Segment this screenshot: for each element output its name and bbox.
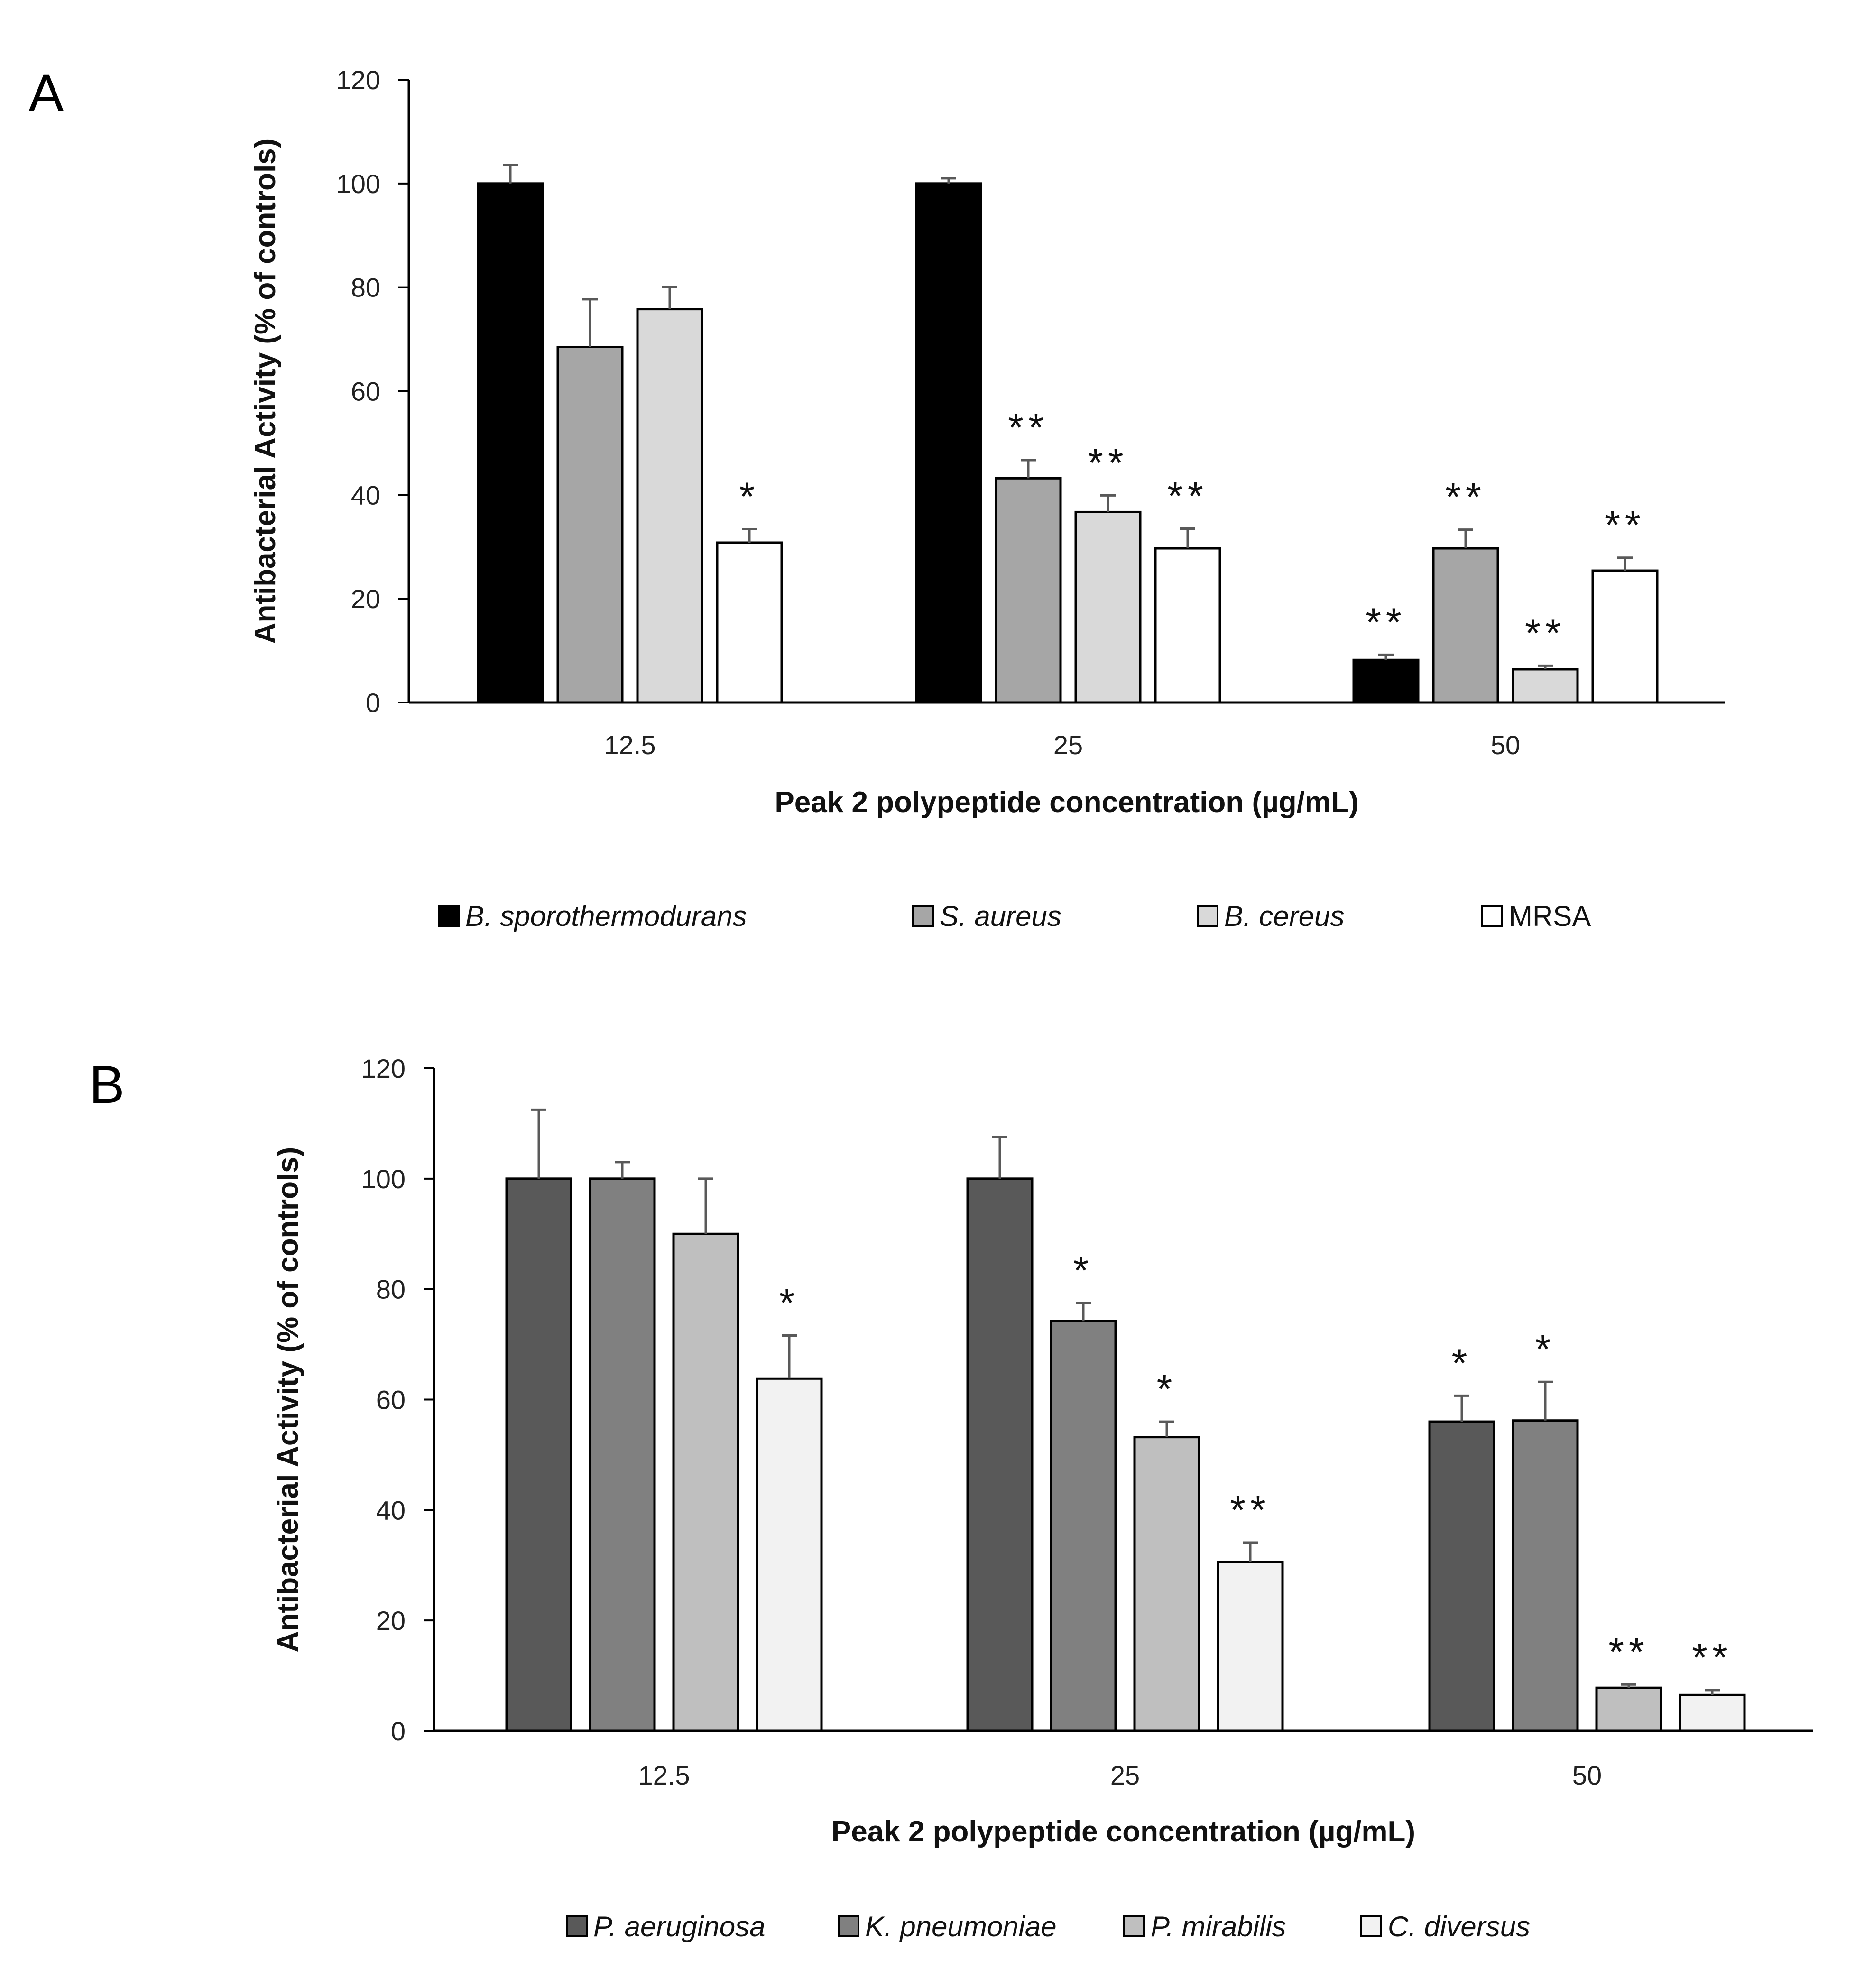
y-tick-label: 80 xyxy=(376,1275,406,1304)
significance-marker: ** xyxy=(1088,440,1128,485)
x-tick-label: 12.5 xyxy=(638,1760,690,1790)
y-tick-label: 120 xyxy=(361,1054,406,1083)
bar-b-s3-c1 xyxy=(1217,1561,1284,1732)
legend-label: B. sporothermodurans xyxy=(465,900,747,932)
legend-item: K. pneumoniae xyxy=(838,1911,1057,1942)
y-tick-label: 20 xyxy=(351,584,380,614)
legend-label: P. aeruginosa xyxy=(593,1911,766,1942)
x-tick-label: 50 xyxy=(1572,1760,1602,1790)
bar-a-s2-c0 xyxy=(636,308,703,704)
y-axis-title: Antibacterial Activity (% of controls) xyxy=(249,139,282,644)
bar-a-s2-c1 xyxy=(1074,510,1142,704)
y-axis-title: Antibacterial Activity (% of controls) xyxy=(272,1147,305,1653)
significance-marker: ** xyxy=(1366,600,1406,644)
x-axis-title: Peak 2 polypeptide concentration (µg/mL) xyxy=(775,786,1358,819)
legend: P. aeruginosa K. pneumoniae P. mirabilis C.… xyxy=(566,1911,1530,1942)
legend-item: S. aureus xyxy=(912,900,1061,932)
legend-item: MRSA xyxy=(1481,900,1591,932)
bar-a-s0-c0 xyxy=(477,182,544,704)
x-tick-label: 25 xyxy=(1053,730,1083,760)
chart-panel-a: A 0 20 40 60 80 100 120 Antibacterial Activity (… xyxy=(28,64,1725,932)
significance-marker: * xyxy=(1073,1248,1094,1293)
significance-marker: ** xyxy=(1605,503,1645,547)
legend-label: MRSA xyxy=(1509,900,1591,932)
bar-a-s0-c2 xyxy=(1352,658,1420,704)
y-tick-label: 0 xyxy=(366,688,380,718)
significance-marker: * xyxy=(1535,1327,1556,1371)
significance-marker: ** xyxy=(1608,1629,1649,1674)
bar-a-s1-c0 xyxy=(556,345,624,704)
bar-b-s1-c1 xyxy=(1050,1320,1117,1732)
x-tick-label: 25 xyxy=(1110,1760,1140,1790)
bar-b-s1-c0 xyxy=(589,1177,656,1732)
x-tick-label: 50 xyxy=(1491,730,1520,760)
bar-b-s3-c0 xyxy=(756,1377,823,1732)
bar-a-s0-c1 xyxy=(915,182,982,704)
bar-a-s1-c2 xyxy=(1432,547,1499,704)
significance-marker: * xyxy=(1452,1341,1472,1385)
significance-marker: ** xyxy=(1230,1488,1270,1532)
bar-b-s0-c2 xyxy=(1428,1420,1495,1732)
x-tick-label: 12.5 xyxy=(604,730,656,760)
bar-b-s0-c0 xyxy=(505,1177,572,1732)
y-tick-label: 100 xyxy=(336,169,380,199)
panel-letter: B xyxy=(89,1055,125,1114)
legend-swatch xyxy=(1360,1915,1382,1937)
significance-marker: * xyxy=(1157,1367,1177,1411)
legend-label: C. diversus xyxy=(1388,1911,1530,1942)
significance-marker: ** xyxy=(1525,610,1565,655)
y-tick-label: 60 xyxy=(376,1385,406,1415)
x-axis-title: Peak 2 polypeptide concentration (µg/mL) xyxy=(831,1815,1415,1848)
legend-swatch xyxy=(438,905,460,927)
y-tick-label: 0 xyxy=(391,1716,406,1746)
bar-a-s3-c1 xyxy=(1154,547,1221,704)
bar-b-s0-c1 xyxy=(966,1177,1034,1732)
chart-panel-b: B 0 20 40 60 80 100 120 Antibacterial Activity (… xyxy=(89,1054,1813,1942)
legend-item: B. sporothermodurans xyxy=(438,900,747,932)
bar-b-s3-c2 xyxy=(1679,1693,1746,1732)
legend-label: K. pneumoniae xyxy=(865,1911,1057,1942)
y-tick-label: 80 xyxy=(351,273,380,303)
legend-swatch xyxy=(1481,905,1503,927)
significance-marker: ** xyxy=(1445,475,1486,519)
legend-swatch xyxy=(566,1915,588,1937)
significance-marker: ** xyxy=(1692,1635,1732,1680)
legend-swatch xyxy=(912,905,934,927)
y-tick-label: 120 xyxy=(336,65,380,95)
bar-b-s2-c0 xyxy=(672,1232,739,1732)
legend-item: P. mirabilis xyxy=(1123,1911,1286,1942)
y-tick-label: 20 xyxy=(376,1606,406,1636)
legend-swatch xyxy=(838,1915,859,1937)
bar-b-s1-c2 xyxy=(1512,1419,1579,1732)
panel-letter: A xyxy=(28,64,64,123)
bar-a-s2-c2 xyxy=(1512,668,1579,704)
significance-marker: ** xyxy=(1008,405,1048,450)
bar-b-s2-c2 xyxy=(1595,1686,1662,1732)
legend-item: P. aeruginosa xyxy=(566,1911,766,1942)
significance-marker: ** xyxy=(1167,473,1208,518)
legend-label: B. cereus xyxy=(1224,900,1344,932)
y-tick-label: 40 xyxy=(351,480,380,510)
y-tick-label: 60 xyxy=(351,377,380,407)
y-tick-label: 40 xyxy=(376,1495,406,1525)
bar-a-s3-c0 xyxy=(716,541,783,704)
legend: B. sporothermodurans S. aureus B. cereus MR… xyxy=(438,900,1591,932)
significance-marker: * xyxy=(739,474,760,519)
legend-swatch xyxy=(1123,1915,1145,1937)
legend-label: S. aureus xyxy=(940,900,1061,932)
legend-label: P. mirabilis xyxy=(1151,1911,1286,1942)
bar-b-s2-c1 xyxy=(1133,1436,1200,1732)
significance-marker: * xyxy=(779,1280,800,1325)
legend-swatch xyxy=(1197,905,1218,927)
legend-item: C. diversus xyxy=(1360,1911,1530,1942)
bar-a-s1-c1 xyxy=(995,477,1062,704)
bar-a-s3-c2 xyxy=(1591,569,1659,704)
y-tick-label: 100 xyxy=(361,1164,406,1194)
legend-item: B. cereus xyxy=(1197,900,1344,932)
